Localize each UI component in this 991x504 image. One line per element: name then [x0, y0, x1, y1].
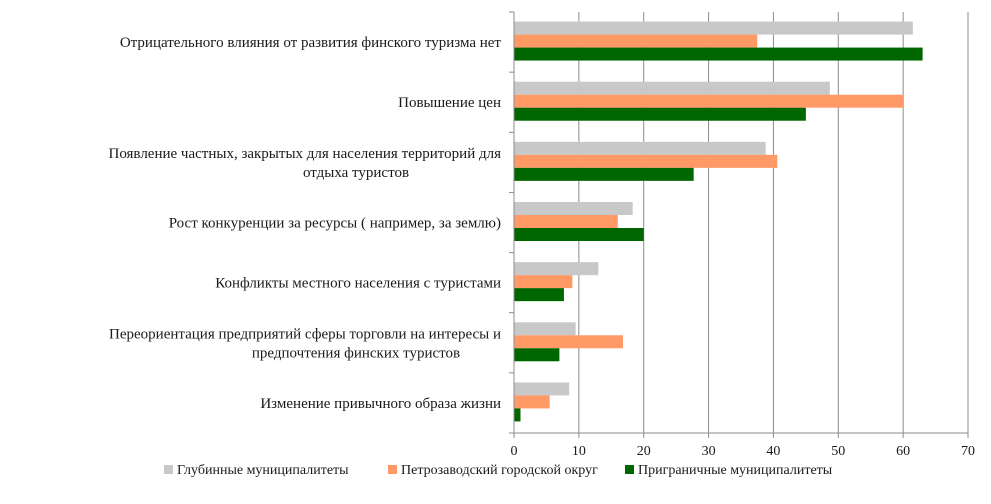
- bar-series-1-cat-1: [514, 21, 913, 35]
- bar-series-1-cat-7: [514, 382, 570, 396]
- bar-series-3-cat-6: [514, 348, 560, 362]
- x-tick-label-50: 50: [831, 444, 845, 459]
- bar-series-1-cat-2: [514, 81, 830, 95]
- axes: [509, 11, 969, 438]
- category-label-2: Повышение цен: [398, 95, 501, 111]
- bar-series-2-cat-1: [514, 34, 758, 48]
- bar-series-2-cat-7: [514, 395, 550, 409]
- category-label-1: Отрицательного влияния от развития финск…: [120, 35, 502, 51]
- bar-series-3-cat-5: [514, 288, 564, 302]
- category-label-line: отдыха туристов: [303, 165, 409, 181]
- bar-series-3-cat-1: [514, 47, 923, 61]
- category-label-line: Изменение привычного образа жизни: [260, 396, 501, 412]
- bar-series-2-cat-2: [514, 94, 904, 108]
- bar-series-3-cat-3: [514, 167, 694, 181]
- x-tick-label-60: 60: [896, 444, 910, 459]
- category-labels: Отрицательного влияния от развития финск…: [108, 35, 501, 412]
- legend-label-2: Петрозаводский городской округ: [401, 463, 598, 478]
- category-label-line: предпочтения финских туристов: [252, 345, 460, 361]
- bar-series-1-cat-3: [514, 141, 766, 155]
- category-label-6: Переориентация предприятий сферы торговл…: [109, 326, 501, 361]
- x-tick-label-20: 20: [637, 444, 651, 459]
- bar-series-3-cat-2: [514, 107, 806, 121]
- bar-series-2-cat-5: [514, 275, 573, 289]
- x-tick-labels: 0 10 20 30 40 50 60 70: [511, 444, 976, 459]
- legend: Глубинные муниципалитеты Петрозаводский г…: [164, 463, 833, 478]
- category-label-line: Рост конкуренции за ресурсы ( например, …: [169, 216, 501, 232]
- category-label-line: Отрицательного влияния от развития финск…: [120, 35, 502, 51]
- x-tick-label-70: 70: [961, 444, 975, 459]
- category-label-line: Конфликты местного населения с туристами: [215, 276, 501, 292]
- bars: [514, 21, 923, 422]
- bar-series-1-cat-4: [514, 202, 633, 215]
- x-tick-label-30: 30: [702, 444, 716, 459]
- x-tick-label-0: 0: [511, 444, 518, 459]
- gridlines: [578, 12, 969, 433]
- legend-swatch-2: [388, 465, 397, 474]
- bar-series-1-cat-5: [514, 262, 599, 276]
- category-label-line: Повышение цен: [398, 95, 501, 111]
- bar-series-3-cat-7: [514, 408, 521, 422]
- legend-swatch-1: [164, 465, 173, 474]
- category-label-line: Переориентация предприятий сферы торговл…: [109, 326, 501, 342]
- category-label-3: Появление частных, закрытых для населени…: [108, 146, 501, 181]
- category-label-line: Появление частных, закрытых для населени…: [108, 146, 501, 162]
- category-label-5: Конфликты местного населения с туристами: [215, 276, 501, 292]
- category-label-4: Рост конкуренции за ресурсы ( например, …: [169, 216, 501, 232]
- bar-series-2-cat-6: [514, 335, 623, 349]
- bar-series-2-cat-3: [514, 154, 778, 168]
- x-tick-label-40: 40: [766, 444, 780, 459]
- x-tick-label-10: 10: [572, 444, 586, 459]
- bar-series-2-cat-4: [514, 215, 618, 228]
- legend-label-3: Приграничные муниципалитеты: [638, 463, 833, 478]
- category-label-7: Изменение привычного образа жизни: [260, 396, 501, 412]
- legend-label-1: Глубинные муниципалитеты: [177, 463, 349, 478]
- legend-swatch-3: [625, 465, 634, 474]
- bar-series-3-cat-4: [514, 228, 644, 241]
- bar-series-1-cat-6: [514, 322, 576, 336]
